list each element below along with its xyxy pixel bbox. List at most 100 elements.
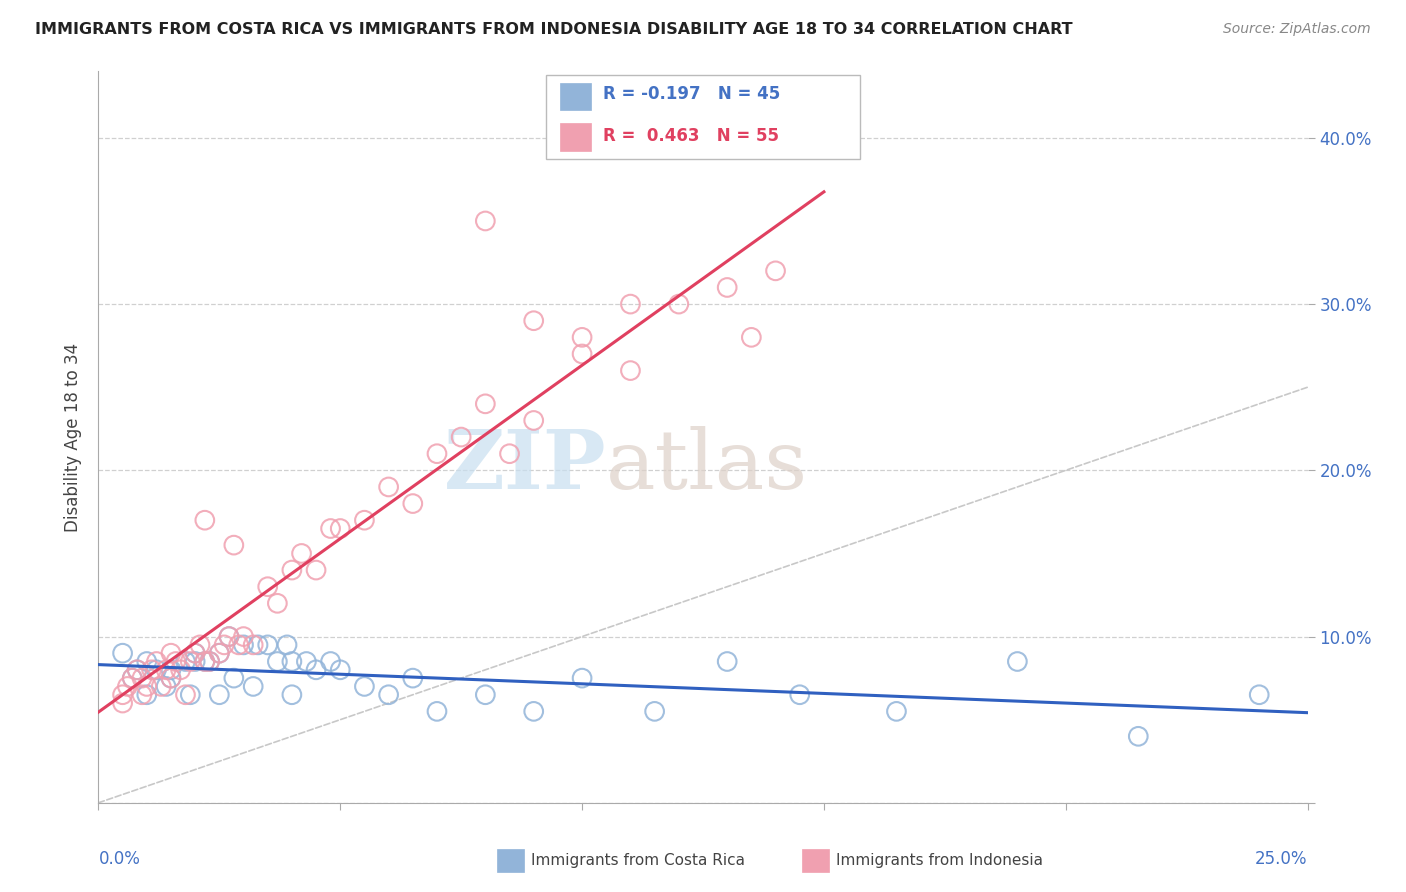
Point bbox=[266, 596, 288, 610]
Point bbox=[1249, 688, 1271, 702]
Point bbox=[218, 630, 240, 644]
Point bbox=[222, 671, 245, 685]
Point bbox=[222, 538, 245, 552]
Point bbox=[523, 314, 546, 328]
FancyBboxPatch shape bbox=[546, 75, 860, 159]
Point bbox=[194, 655, 217, 669]
Point bbox=[135, 688, 157, 702]
Point bbox=[198, 655, 221, 669]
Point bbox=[150, 680, 173, 694]
Point bbox=[184, 655, 207, 669]
Point bbox=[135, 655, 157, 669]
Point bbox=[194, 655, 217, 669]
Point bbox=[740, 330, 762, 344]
Point bbox=[212, 638, 235, 652]
Point bbox=[165, 655, 187, 669]
Point bbox=[141, 663, 163, 677]
Point bbox=[377, 480, 399, 494]
Text: Immigrants from Indonesia: Immigrants from Indonesia bbox=[837, 853, 1043, 868]
Point bbox=[523, 705, 546, 719]
Point bbox=[474, 397, 496, 411]
Point bbox=[194, 513, 217, 527]
Point bbox=[232, 638, 254, 652]
Point bbox=[208, 646, 231, 660]
Point bbox=[402, 671, 425, 685]
Point bbox=[290, 546, 312, 560]
Point bbox=[169, 663, 191, 677]
Point bbox=[160, 646, 183, 660]
Point bbox=[179, 688, 201, 702]
Point bbox=[174, 655, 197, 669]
Point bbox=[281, 563, 304, 577]
Point bbox=[377, 688, 399, 702]
Point bbox=[208, 646, 231, 660]
Point bbox=[426, 447, 449, 461]
Point bbox=[266, 655, 288, 669]
Point bbox=[319, 521, 342, 535]
Point bbox=[111, 696, 134, 710]
Point bbox=[160, 663, 183, 677]
Point bbox=[353, 680, 375, 694]
FancyBboxPatch shape bbox=[561, 123, 591, 151]
Point bbox=[523, 413, 546, 427]
Point bbox=[295, 655, 318, 669]
Point bbox=[281, 655, 304, 669]
Point bbox=[498, 447, 520, 461]
Text: IMMIGRANTS FROM COSTA RICA VS IMMIGRANTS FROM INDONESIA DISABILITY AGE 18 TO 34 : IMMIGRANTS FROM COSTA RICA VS IMMIGRANTS… bbox=[35, 22, 1073, 37]
Point bbox=[716, 655, 738, 669]
Text: atlas: atlas bbox=[606, 426, 808, 507]
Point bbox=[242, 680, 264, 694]
Point bbox=[121, 671, 143, 685]
FancyBboxPatch shape bbox=[561, 83, 591, 111]
Point bbox=[184, 646, 207, 660]
Point bbox=[155, 663, 177, 677]
Text: 0.0%: 0.0% bbox=[98, 850, 141, 868]
FancyBboxPatch shape bbox=[803, 849, 828, 872]
Point bbox=[111, 646, 134, 660]
Point bbox=[886, 705, 908, 719]
Point bbox=[276, 638, 298, 652]
Point bbox=[1128, 729, 1150, 743]
Point bbox=[179, 655, 201, 669]
Point bbox=[218, 630, 240, 644]
Point bbox=[188, 638, 211, 652]
Point bbox=[305, 663, 328, 677]
Text: Source: ZipAtlas.com: Source: ZipAtlas.com bbox=[1223, 22, 1371, 37]
Point bbox=[619, 363, 641, 377]
Point bbox=[765, 264, 787, 278]
Point bbox=[305, 563, 328, 577]
Point bbox=[716, 280, 738, 294]
Point bbox=[228, 638, 250, 652]
Point bbox=[256, 638, 278, 652]
Point bbox=[131, 688, 153, 702]
Point bbox=[208, 688, 231, 702]
Point bbox=[474, 688, 496, 702]
Text: ZIP: ZIP bbox=[444, 426, 606, 507]
Point bbox=[160, 671, 183, 685]
Point bbox=[319, 655, 342, 669]
Point bbox=[232, 630, 254, 644]
FancyBboxPatch shape bbox=[498, 849, 524, 872]
Text: R = -0.197   N = 45: R = -0.197 N = 45 bbox=[603, 85, 780, 103]
Text: 25.0%: 25.0% bbox=[1256, 850, 1308, 868]
Text: Immigrants from Costa Rica: Immigrants from Costa Rica bbox=[531, 853, 745, 868]
Point bbox=[131, 671, 153, 685]
Point bbox=[256, 580, 278, 594]
Point bbox=[145, 663, 167, 677]
Point bbox=[571, 347, 593, 361]
Point bbox=[127, 663, 149, 677]
Point bbox=[117, 680, 139, 694]
Point bbox=[789, 688, 811, 702]
Point bbox=[111, 688, 134, 702]
Point bbox=[450, 430, 472, 444]
Point bbox=[668, 297, 690, 311]
Point bbox=[160, 671, 183, 685]
Point bbox=[135, 680, 157, 694]
Point bbox=[127, 663, 149, 677]
Point bbox=[281, 688, 304, 702]
Y-axis label: Disability Age 18 to 34: Disability Age 18 to 34 bbox=[65, 343, 83, 532]
Point bbox=[426, 705, 449, 719]
Point bbox=[619, 297, 641, 311]
Point bbox=[571, 671, 593, 685]
Point bbox=[571, 330, 593, 344]
